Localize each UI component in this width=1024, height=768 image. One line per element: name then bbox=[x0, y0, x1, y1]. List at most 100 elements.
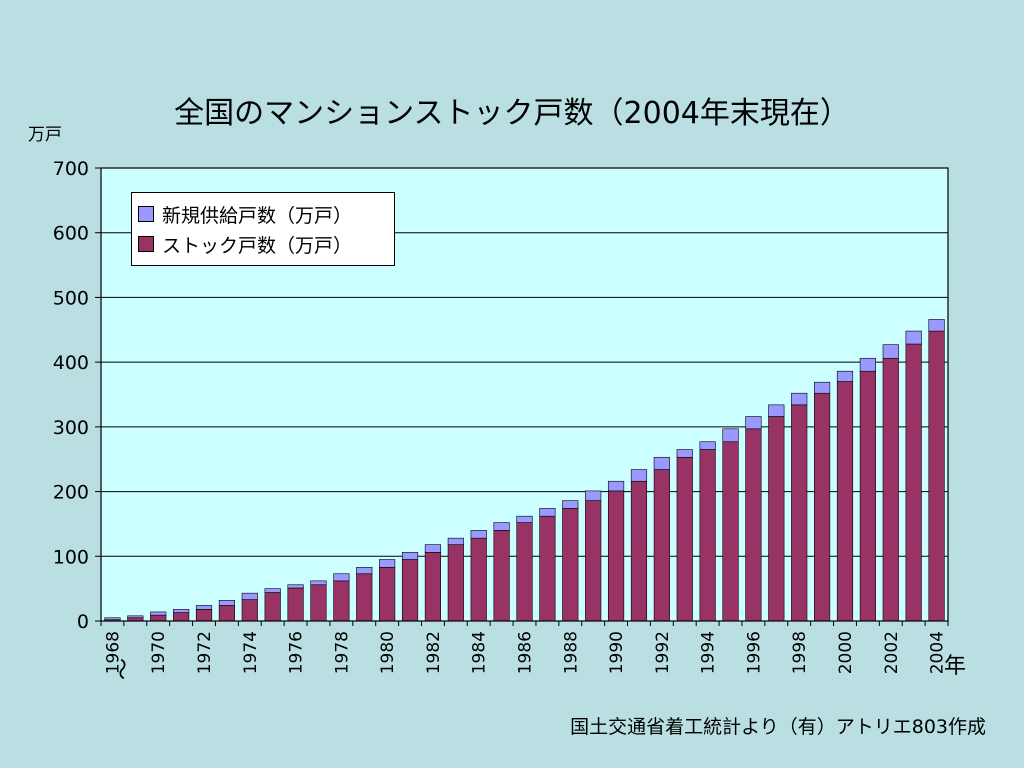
bar-new-supply bbox=[722, 428, 739, 443]
bar-new-supply bbox=[768, 404, 785, 417]
bar-new-supply bbox=[104, 617, 121, 621]
bar-stock bbox=[356, 573, 373, 622]
bar-new-supply bbox=[447, 537, 464, 545]
bar-new-supply bbox=[470, 530, 487, 539]
bar-stock bbox=[607, 490, 625, 622]
bar-new-supply bbox=[127, 615, 144, 619]
bar-stock bbox=[905, 343, 922, 622]
bar-new-supply bbox=[287, 584, 304, 589]
x-tick-label: 1978 bbox=[332, 631, 352, 674]
bar-stock bbox=[401, 559, 419, 622]
y-tick-label: 400 bbox=[53, 352, 89, 374]
bar-new-supply bbox=[814, 381, 831, 394]
legend: 新規供給戸数（万戸） ストック戸数（万戸） bbox=[131, 192, 395, 266]
bar-new-supply bbox=[173, 609, 190, 613]
bar-stock bbox=[676, 456, 693, 622]
bar-new-supply bbox=[653, 456, 670, 470]
x-tick-label: 1988 bbox=[561, 631, 581, 674]
x-tick-label: 1984 bbox=[470, 631, 490, 674]
x-tick-label: 2002 bbox=[882, 631, 902, 674]
bar-stock bbox=[653, 469, 670, 622]
bar-new-supply bbox=[905, 330, 922, 345]
y-tick-label: 0 bbox=[77, 611, 89, 633]
bar-new-supply bbox=[928, 319, 945, 332]
x-tick-label: 1992 bbox=[653, 631, 673, 674]
bar-stock bbox=[218, 605, 235, 622]
bar-stock bbox=[745, 428, 762, 622]
bar-new-supply bbox=[333, 573, 350, 582]
bar-new-supply bbox=[836, 370, 854, 382]
legend-item-new-supply: 新規供給戸数（万戸） bbox=[138, 199, 394, 229]
x-tick-label: 2004 bbox=[928, 631, 948, 674]
bar-stock bbox=[814, 392, 831, 622]
bar-new-supply bbox=[607, 480, 625, 492]
x-tick-label: 1968 bbox=[103, 631, 123, 674]
bar-stock bbox=[287, 587, 304, 622]
bar-stock bbox=[195, 609, 213, 622]
bar-stock bbox=[264, 592, 281, 622]
legend-item-stock: ストック戸数（万戸） bbox=[138, 229, 394, 259]
bar-stock bbox=[722, 441, 739, 622]
bar-new-supply bbox=[195, 605, 213, 610]
bar-stock bbox=[699, 449, 716, 622]
y-tick-label: 600 bbox=[53, 223, 89, 245]
x-tick-label: 1990 bbox=[607, 631, 627, 674]
x-tick-label: 1998 bbox=[790, 631, 810, 674]
bar-new-supply bbox=[493, 522, 510, 531]
bar-new-supply bbox=[356, 566, 373, 575]
bar-stock bbox=[333, 580, 350, 622]
x-tick-label: 1976 bbox=[287, 631, 307, 674]
bar-stock bbox=[928, 330, 945, 622]
bar-new-supply bbox=[791, 392, 808, 406]
x-axis-range-mark: 〜 bbox=[112, 657, 137, 680]
y-tick-label: 300 bbox=[53, 417, 89, 439]
chart-title: 全国のマンションストック戸数（2004年末現在） bbox=[174, 96, 850, 131]
bar-stock bbox=[836, 381, 854, 622]
y-tick-label: 700 bbox=[53, 158, 89, 180]
x-tick-label: 1996 bbox=[744, 631, 764, 674]
bar-stock bbox=[379, 566, 396, 622]
x-tick-label: 1974 bbox=[241, 631, 261, 674]
legend-swatch-new-supply bbox=[138, 206, 154, 222]
bar-stock bbox=[310, 584, 327, 622]
bar-stock bbox=[630, 480, 648, 622]
y-tick-label: 500 bbox=[53, 287, 89, 309]
x-tick-label: 1986 bbox=[516, 631, 536, 674]
bar-new-supply bbox=[379, 559, 396, 568]
bar-new-supply bbox=[859, 357, 876, 372]
bar-stock bbox=[516, 522, 533, 622]
plot-frame bbox=[100, 167, 949, 622]
bar-new-supply bbox=[150, 611, 167, 616]
bar-new-supply bbox=[424, 544, 442, 553]
bar-stock bbox=[470, 537, 487, 622]
bar-new-supply bbox=[630, 469, 648, 482]
y-axis-label: 万戸 bbox=[28, 125, 62, 145]
bar-stock bbox=[791, 404, 808, 622]
bar-stock bbox=[562, 508, 579, 622]
y-tick-label: 200 bbox=[53, 482, 89, 504]
legend-label-new-supply: 新規供給戸数（万戸） bbox=[162, 204, 353, 227]
x-tick-label: 1982 bbox=[424, 631, 444, 674]
x-tick-label: 1970 bbox=[149, 631, 169, 674]
legend-swatch-stock bbox=[138, 236, 154, 252]
bar-stock bbox=[539, 515, 556, 622]
bar-new-supply bbox=[218, 599, 235, 606]
bar-stock bbox=[882, 357, 899, 622]
bar-new-supply bbox=[401, 552, 419, 560]
bar-stock bbox=[585, 500, 602, 622]
bar-new-supply bbox=[310, 580, 327, 586]
bar-new-supply bbox=[745, 416, 762, 430]
bar-new-supply bbox=[516, 515, 533, 523]
bar-new-supply bbox=[676, 449, 693, 458]
x-tick-label: 1972 bbox=[195, 631, 215, 674]
bar-new-supply bbox=[562, 500, 579, 509]
bar-stock bbox=[493, 530, 510, 622]
legend-label-stock: ストック戸数（万戸） bbox=[162, 234, 353, 257]
bar-new-supply bbox=[585, 490, 602, 501]
bar-stock bbox=[173, 612, 190, 622]
x-tick-label: 1994 bbox=[699, 631, 719, 674]
y-tick-label: 100 bbox=[53, 546, 89, 568]
bar-stock bbox=[859, 370, 876, 622]
bar-new-supply bbox=[539, 508, 556, 517]
